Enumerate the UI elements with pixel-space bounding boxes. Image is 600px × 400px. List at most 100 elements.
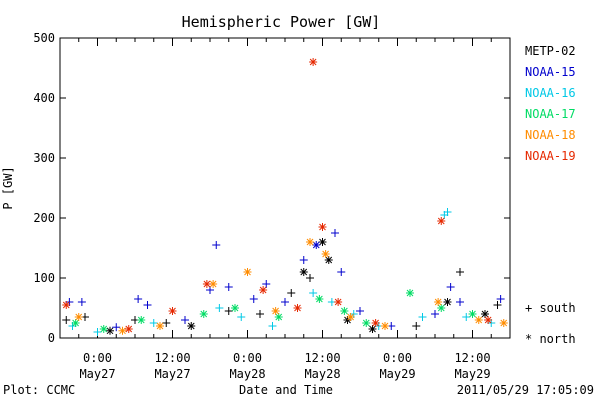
- north-point: [406, 289, 414, 297]
- x-tick-label-date: May27: [79, 367, 115, 381]
- south-point: [112, 323, 121, 332]
- south-point: [212, 241, 221, 249]
- north-point: [437, 304, 446, 312]
- north-point: [318, 223, 327, 231]
- north-point: [187, 322, 196, 330]
- north-point: [62, 301, 71, 309]
- north-point: [362, 319, 371, 327]
- north-point: [271, 307, 280, 315]
- north-point: [231, 304, 239, 312]
- y-tick-label: 400: [33, 91, 55, 105]
- north-point: [346, 313, 355, 321]
- north-point: [299, 268, 308, 276]
- north-point: [315, 295, 324, 303]
- south-point: [446, 283, 455, 291]
- south-point: [456, 268, 464, 276]
- north-point: [434, 298, 443, 306]
- south-point: [181, 316, 189, 324]
- south-point: [456, 298, 464, 306]
- legend-entry: NOAA-19: [525, 149, 576, 163]
- south-point: [262, 280, 271, 288]
- y-tick-label: 200: [33, 211, 55, 225]
- x-tick-label-time: 0:00: [233, 351, 262, 365]
- north-point: [474, 316, 483, 324]
- north-point: [340, 307, 349, 315]
- x-tick-label-time: 0:00: [383, 351, 412, 365]
- north-point: [306, 238, 314, 246]
- x-tick-label-date: May29: [454, 367, 490, 381]
- north-point: [312, 241, 321, 249]
- north-point: [99, 325, 108, 333]
- south-point: [62, 316, 71, 324]
- x-tick-label-date: May27: [154, 367, 190, 381]
- x-tick-label-date: May28: [229, 367, 265, 381]
- north-point: [106, 326, 114, 335]
- legend-south-marker: + south: [525, 301, 576, 315]
- legend-north-marker: * north: [525, 332, 576, 346]
- north-point: [137, 316, 146, 324]
- south-point: [224, 307, 233, 315]
- y-tick-label: 100: [33, 271, 55, 285]
- north-point: [334, 298, 343, 306]
- data-points: [62, 58, 508, 336]
- north-point: [74, 313, 83, 321]
- south-point: [299, 256, 308, 264]
- north-point: [309, 58, 318, 66]
- north-point: [371, 319, 380, 327]
- south-point: [77, 298, 86, 306]
- legend-entry: NOAA-17: [525, 107, 576, 121]
- footer-source: Plot: CCMC: [3, 383, 75, 397]
- legend-entry: NOAA-15: [525, 65, 576, 79]
- south-point: [337, 268, 346, 276]
- south-point: [281, 298, 289, 306]
- south-point: [162, 319, 171, 327]
- south-point: [309, 289, 318, 297]
- chart-title: Hemispheric Power [GW]: [182, 13, 381, 31]
- south-point: [418, 313, 427, 321]
- x-axis: 0:00 May27 12:00 May27 0:00 May28 12:00 May28 0:…: [59, 38, 511, 381]
- legend-entry: NOAA-18: [525, 128, 576, 142]
- south-point: [443, 208, 452, 216]
- north-point: [318, 238, 327, 246]
- north-point: [324, 256, 333, 264]
- north-point: [168, 307, 177, 315]
- legend-entry: NOAA-16: [525, 86, 576, 100]
- x-tick-label-time: 12:00: [304, 351, 340, 365]
- north-point: [118, 326, 127, 335]
- x-axis-label: Date and Time: [239, 383, 333, 397]
- x-tick-label-date: May28: [304, 367, 340, 381]
- north-point: [274, 313, 283, 321]
- y-tick-label: 500: [33, 31, 55, 45]
- south-point: [149, 319, 158, 327]
- x-tick-label-time: 0:00: [83, 351, 112, 365]
- south-point: [256, 310, 264, 318]
- y-tick-label: 300: [33, 151, 55, 165]
- north-point: [156, 322, 164, 330]
- north-point: [71, 319, 80, 327]
- south-point: [268, 322, 277, 330]
- south-point: [134, 295, 143, 303]
- footer-timestamp: 2011/05/29 17:05:09: [457, 383, 594, 397]
- north-point: [437, 217, 446, 225]
- south-point: [237, 313, 246, 321]
- north-point: [499, 319, 508, 327]
- south-point: [356, 307, 364, 315]
- north-point: [293, 304, 302, 312]
- legend: METP-02 NOAA-15 NOAA-16 NOAA-17 NOAA-18 NOAA-…: [525, 44, 576, 163]
- north-point: [381, 322, 389, 330]
- y-tick-label: 0: [48, 331, 55, 345]
- south-point: [215, 304, 224, 312]
- y-axis: 0 100 200 300 400 500: [33, 31, 510, 345]
- north-point: [468, 310, 477, 318]
- north-point: [259, 286, 268, 294]
- south-point: [306, 274, 314, 282]
- south-point: [493, 301, 502, 309]
- north-point: [368, 325, 377, 333]
- y-axis-label: P [GW]: [1, 166, 15, 209]
- x-tick-label-time: 12:00: [154, 351, 190, 365]
- south-point: [206, 286, 214, 294]
- south-point: [224, 283, 233, 291]
- south-point: [249, 295, 258, 303]
- north-point: [199, 310, 208, 318]
